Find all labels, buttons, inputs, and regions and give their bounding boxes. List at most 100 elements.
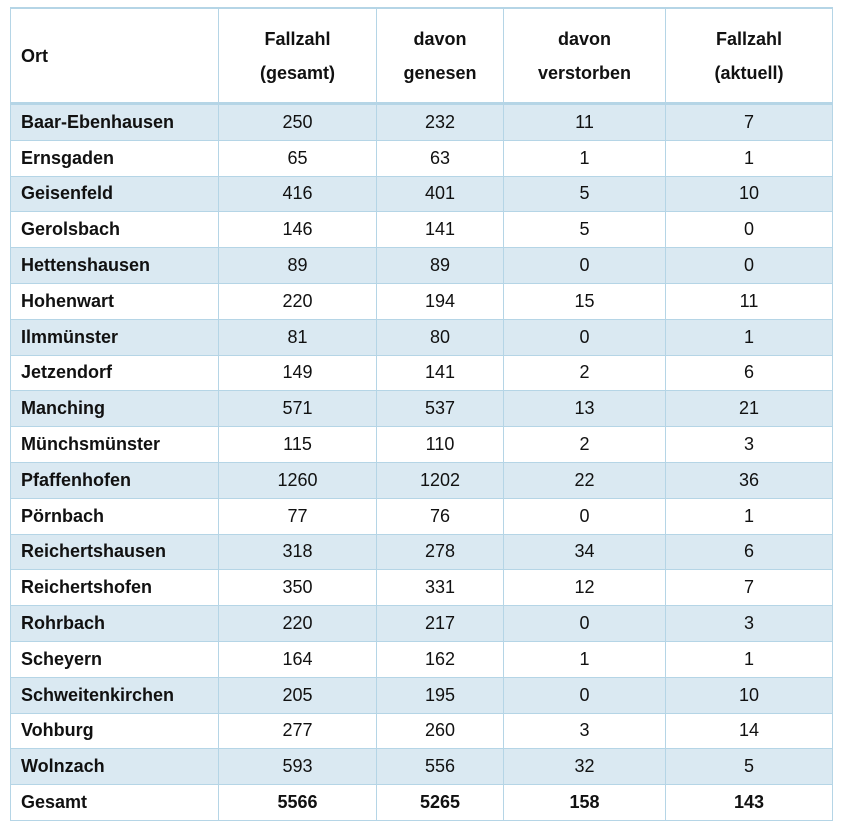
number-cell: 158: [503, 784, 666, 821]
number-cell: 89: [218, 247, 377, 284]
number-cell: 0: [503, 676, 666, 714]
case-table: Ort Fallzahl (gesamt) davon genesen davon vers…: [10, 7, 833, 821]
number-cell: 331: [376, 569, 504, 607]
number-cell: 143: [665, 784, 833, 821]
number-cell: 5265: [376, 784, 504, 821]
number-cell: 1202: [376, 461, 504, 499]
header-cell: Fallzahl (aktuell): [665, 7, 833, 105]
number-cell: 401: [376, 175, 504, 213]
number-cell: 1260: [218, 461, 377, 499]
header-text: verstorben: [537, 62, 632, 83]
number-cell: 195: [376, 676, 504, 714]
number-cell: 5: [665, 748, 833, 786]
number-cell: 13: [503, 390, 666, 428]
table-row: Hohenwart 220 194 15 11: [10, 282, 833, 320]
place-cell: Pörnbach: [10, 497, 219, 535]
table-row: Wolnzach 593 556 32 5: [10, 748, 833, 786]
number-cell: 63: [376, 139, 504, 177]
number-cell: 1: [503, 640, 666, 678]
number-cell: 5: [503, 211, 666, 249]
header-cell: davon verstorben: [503, 7, 666, 105]
place-cell: Rohrbach: [10, 605, 219, 642]
number-cell: 278: [376, 533, 504, 571]
header-row: Ort Fallzahl (gesamt) davon genesen davon vers…: [10, 7, 833, 105]
table-row: Ernsgaden 65 63 1 1: [10, 139, 833, 177]
number-cell: 6: [665, 533, 833, 571]
number-cell: 1: [665, 497, 833, 535]
header-text: Ort: [21, 45, 48, 66]
table-row: Rohrbach 220 217 0 3: [10, 605, 833, 642]
number-cell: 556: [376, 748, 504, 786]
number-cell: 80: [376, 318, 504, 356]
table-row: Ilmmünster 81 80 0 1: [10, 318, 833, 356]
header-text: Fallzahl: [715, 28, 782, 49]
header-text: davon: [557, 28, 611, 49]
place-cell: Ernsgaden: [10, 139, 219, 177]
table-row: Vohburg 277 260 3 14: [10, 712, 833, 750]
number-cell: 6: [665, 354, 833, 392]
number-cell: 22: [503, 461, 666, 499]
place-cell: Münchsmünster: [10, 426, 219, 463]
table-row: Münchsmünster 115 110 2 3: [10, 426, 833, 463]
table-row: Reichertshofen 350 331 12 7: [10, 569, 833, 607]
place-cell: Baar-Ebenhausen: [10, 103, 219, 141]
number-cell: 1: [503, 139, 666, 177]
number-cell: 0: [665, 247, 833, 284]
number-cell: 149: [218, 354, 377, 392]
number-cell: 220: [218, 605, 377, 642]
number-cell: 0: [503, 605, 666, 642]
number-cell: 11: [665, 282, 833, 320]
header-text: davon: [413, 28, 467, 49]
number-cell: 0: [503, 497, 666, 535]
place-cell: Hettenshausen: [10, 247, 219, 284]
place-cell: Gerolsbach: [10, 211, 219, 249]
number-cell: 14: [665, 712, 833, 750]
number-cell: 416: [218, 175, 377, 213]
number-cell: 3: [503, 712, 666, 750]
place-cell: Wolnzach: [10, 748, 219, 786]
number-cell: 15: [503, 282, 666, 320]
number-cell: 21: [665, 390, 833, 428]
table-row: Pörnbach 77 76 0 1: [10, 497, 833, 535]
table-row: Geisenfeld 416 401 5 10: [10, 175, 833, 213]
number-cell: 141: [376, 211, 504, 249]
table-row: Reichertshausen 318 278 34 6: [10, 533, 833, 571]
number-cell: 164: [218, 640, 377, 678]
number-cell: 36: [665, 461, 833, 499]
number-cell: 217: [376, 605, 504, 642]
place-cell: Manching: [10, 390, 219, 428]
number-cell: 232: [376, 103, 504, 141]
number-cell: 2: [503, 354, 666, 392]
number-cell: 34: [503, 533, 666, 571]
header-text: (gesamt): [259, 62, 335, 83]
table-row: Jetzendorf 149 141 2 6: [10, 354, 833, 392]
table-row: Hettenshausen 89 89 0 0: [10, 247, 833, 284]
table-row: Manching 571 537 13 21: [10, 390, 833, 428]
table-row: Baar-Ebenhausen 250 232 11 7: [10, 103, 833, 141]
number-cell: 141: [376, 354, 504, 392]
header-cell: Fallzahl (gesamt): [218, 7, 377, 105]
number-cell: 2: [503, 426, 666, 463]
number-cell: 76: [376, 497, 504, 535]
table-row: Schweitenkirchen 205 195 0 10: [10, 676, 833, 714]
place-cell: Geisenfeld: [10, 175, 219, 213]
number-cell: 32: [503, 748, 666, 786]
number-cell: 7: [665, 103, 833, 141]
number-cell: 318: [218, 533, 377, 571]
number-cell: 7: [665, 569, 833, 607]
header-text: Fallzahl: [264, 28, 331, 49]
number-cell: 146: [218, 211, 377, 249]
place-cell: Reichertshofen: [10, 569, 219, 607]
number-cell: 3: [665, 426, 833, 463]
place-cell: Ilmmünster: [10, 318, 219, 356]
table-row: Pfaffenhofen 1260 1202 22 36: [10, 461, 833, 499]
number-cell: 3: [665, 605, 833, 642]
header-text: (aktuell): [714, 62, 784, 83]
number-cell: 10: [665, 175, 833, 213]
number-cell: 77: [218, 497, 377, 535]
number-cell: 0: [503, 247, 666, 284]
table-body: Baar-Ebenhausen 250 232 11 7 Ernsgaden 65 63 1 1 G…: [10, 103, 833, 821]
number-cell: 1: [665, 139, 833, 177]
number-cell: 12: [503, 569, 666, 607]
